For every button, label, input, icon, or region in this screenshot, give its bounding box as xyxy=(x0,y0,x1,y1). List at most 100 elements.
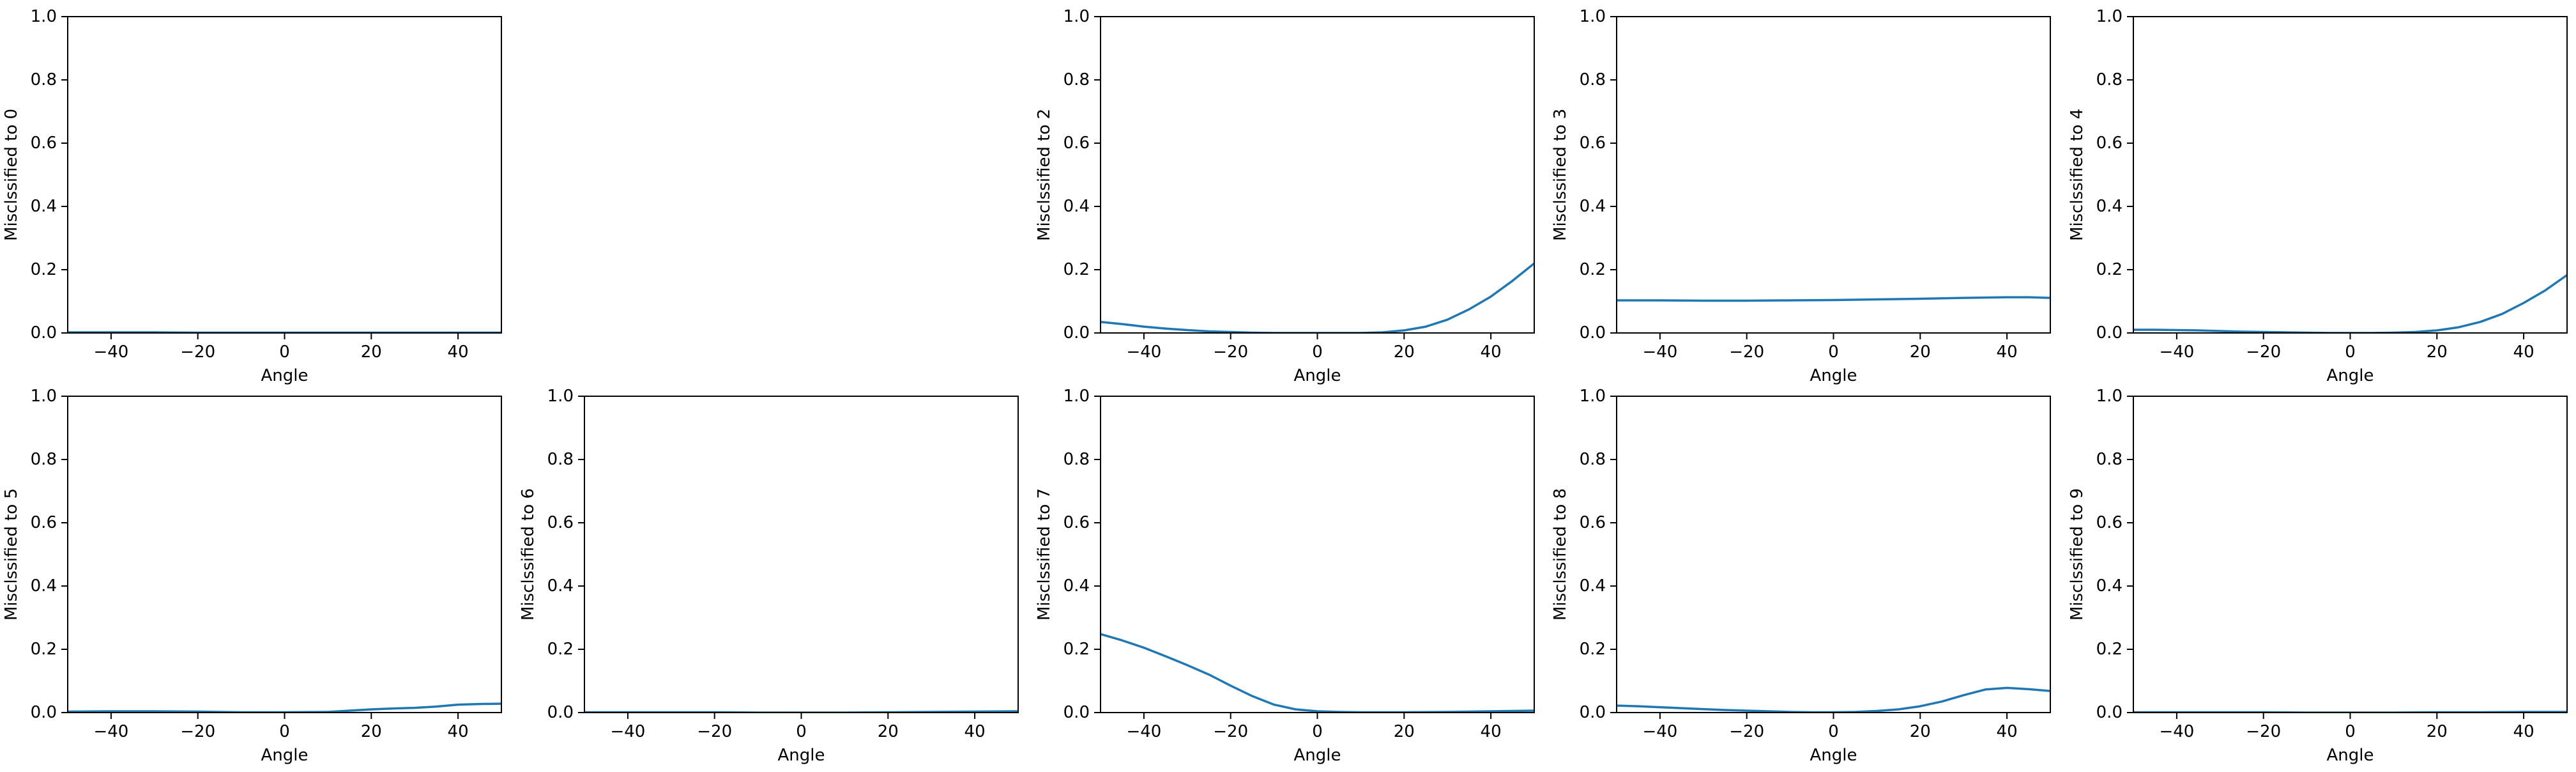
x-tick-label: 20 xyxy=(2427,343,2448,362)
x-tick-label: 0 xyxy=(1828,343,1839,362)
y-tick-label: 1.0 xyxy=(547,387,574,406)
y-tick-label: 0.2 xyxy=(1063,640,1090,659)
y-tick-label: 0.6 xyxy=(31,513,57,532)
y-tick-label: 0.6 xyxy=(547,513,574,532)
y-tick-label: 0.4 xyxy=(1063,197,1090,216)
y-axis-label: Misclssified to 2 xyxy=(1035,109,1054,241)
subplot-2: 0.0 0.2 0.4 0.6 0.8 1.0 −40 −20 0 20 40 Angle Miscls… xyxy=(1035,7,1535,385)
x-tick-label: 20 xyxy=(1910,722,1931,741)
y-tick-label: 0.2 xyxy=(1063,260,1090,279)
y-tick-label: 0.4 xyxy=(31,197,57,216)
x-tick-label: −40 xyxy=(2159,343,2194,362)
y-tick-label: 0.4 xyxy=(1063,576,1090,596)
y-tick-label: 1.0 xyxy=(31,387,57,406)
y-tick-label: 0.8 xyxy=(31,450,57,469)
x-tick-label: 0 xyxy=(1312,343,1323,362)
y-tick-label: 0.2 xyxy=(1580,640,1606,659)
series-line xyxy=(1617,296,2050,302)
x-tick-label: −40 xyxy=(93,343,128,362)
y-tick-label: 0.6 xyxy=(2096,134,2123,153)
x-tick-label: 0 xyxy=(279,722,290,741)
x-tick-label: 0 xyxy=(2345,343,2356,362)
x-tick-label: 40 xyxy=(1997,722,2018,741)
x-tick-label: 0 xyxy=(1312,722,1323,741)
x-axis-label: Angle xyxy=(1294,366,1341,385)
x-tick-label: 20 xyxy=(2427,722,2448,741)
y-axis-label: Misclssified to 9 xyxy=(2068,488,2087,621)
x-tick-label: 0 xyxy=(2345,722,2356,741)
y-tick-label: 0.0 xyxy=(1580,703,1606,722)
x-tick-label: −40 xyxy=(1642,722,1677,741)
subplot-5: 0.0 0.2 0.4 0.6 0.8 1.0 −40 −20 0 20 40 Angle Miscls… xyxy=(2,387,502,765)
x-tick-label: −40 xyxy=(1126,343,1161,362)
y-tick-label: 0.4 xyxy=(1580,197,1606,216)
axes-frame xyxy=(2133,16,2568,334)
y-axis-label: Misclssified to 0 xyxy=(2,109,21,241)
y-tick-label: 0.4 xyxy=(31,576,57,596)
y-tick-label: 0.6 xyxy=(1063,513,1090,532)
y-tick-label: 0.2 xyxy=(1580,260,1606,279)
y-axis-label: Misclssified to 3 xyxy=(1551,109,1570,241)
axes-frame xyxy=(1100,396,1535,713)
series-line xyxy=(68,702,501,713)
x-tick-label: 20 xyxy=(361,343,382,362)
x-tick-label: −20 xyxy=(1729,343,1764,362)
y-tick-label: 0.2 xyxy=(2096,260,2123,279)
x-tick-label: 40 xyxy=(964,722,986,741)
x-tick-label: 20 xyxy=(1910,343,1931,362)
axes-frame xyxy=(1616,16,2051,334)
y-tick-label: 0.8 xyxy=(1063,450,1090,469)
y-tick-label: 0.2 xyxy=(31,260,57,279)
x-tick-label: −20 xyxy=(2246,343,2281,362)
y-tick-label: 0.0 xyxy=(31,703,57,722)
y-tick-label: 1.0 xyxy=(2096,7,2123,26)
y-tick-label: 0.6 xyxy=(1063,134,1090,153)
y-tick-label: 0.0 xyxy=(1063,703,1090,722)
x-tick-label: −20 xyxy=(1213,343,1248,362)
x-tick-label: 0 xyxy=(1828,722,1839,741)
y-axis-label: Misclssified to 7 xyxy=(1035,488,1054,621)
x-tick-label: −40 xyxy=(1642,343,1677,362)
y-tick-label: 0.0 xyxy=(1580,323,1606,343)
y-axis-label: Misclssified to 5 xyxy=(2,488,21,621)
subplot-6: 0.0 0.2 0.4 0.6 0.8 1.0 −40 −20 0 20 40 Angle Miscls… xyxy=(519,387,1019,765)
x-axis-label: Angle xyxy=(1810,746,1857,765)
x-tick-label: 40 xyxy=(448,343,469,362)
x-tick-label: 20 xyxy=(1394,722,1415,741)
axes-frame xyxy=(2133,396,2568,713)
y-tick-label: 0.4 xyxy=(2096,197,2123,216)
series-line xyxy=(2133,274,2567,333)
y-axis-label: Misclssified to 8 xyxy=(1551,488,1570,621)
y-tick-label: 0.8 xyxy=(2096,450,2123,469)
x-tick-label: 0 xyxy=(279,343,290,362)
x-tick-label: 0 xyxy=(796,722,807,741)
subplot-0: 0.0 0.2 0.4 0.6 0.8 1.0 −40 −20 0 20 40 Angle Miscls… xyxy=(2,7,502,385)
y-tick-label: 0.6 xyxy=(1580,134,1606,153)
y-tick-label: 0.8 xyxy=(2096,70,2123,89)
axes-frame xyxy=(67,16,502,334)
x-tick-label: 20 xyxy=(361,722,382,741)
x-tick-label: −40 xyxy=(93,722,128,741)
y-tick-label: 0.0 xyxy=(2096,703,2123,722)
y-tick-label: 0.0 xyxy=(31,323,57,343)
y-tick-label: 0.0 xyxy=(1063,323,1090,343)
x-tick-label: −20 xyxy=(180,722,215,741)
y-tick-label: 0.6 xyxy=(1580,513,1606,532)
y-tick-label: 1.0 xyxy=(31,7,57,26)
y-tick-label: 0.8 xyxy=(1580,450,1606,469)
x-tick-label: −20 xyxy=(180,343,215,362)
x-tick-label: −20 xyxy=(1729,722,1764,741)
subplot-4: 0.0 0.2 0.4 0.6 0.8 1.0 −40 −20 0 20 40 Angle Miscls… xyxy=(2068,7,2568,385)
y-axis-label: Misclssified to 6 xyxy=(519,488,538,621)
x-tick-label: 40 xyxy=(1997,343,2018,362)
subplot-7: 0.0 0.2 0.4 0.6 0.8 1.0 −40 −20 0 20 40 Angle Miscls… xyxy=(1035,387,1535,765)
x-axis-label: Angle xyxy=(1294,746,1341,765)
axes-frame xyxy=(584,396,1019,713)
x-tick-label: 20 xyxy=(1394,343,1415,362)
x-axis-label: Angle xyxy=(261,366,309,385)
x-tick-label: 40 xyxy=(1481,343,1502,362)
x-tick-label: 20 xyxy=(878,722,899,741)
x-tick-label: −40 xyxy=(2159,722,2194,741)
y-tick-label: 0.4 xyxy=(547,576,574,596)
